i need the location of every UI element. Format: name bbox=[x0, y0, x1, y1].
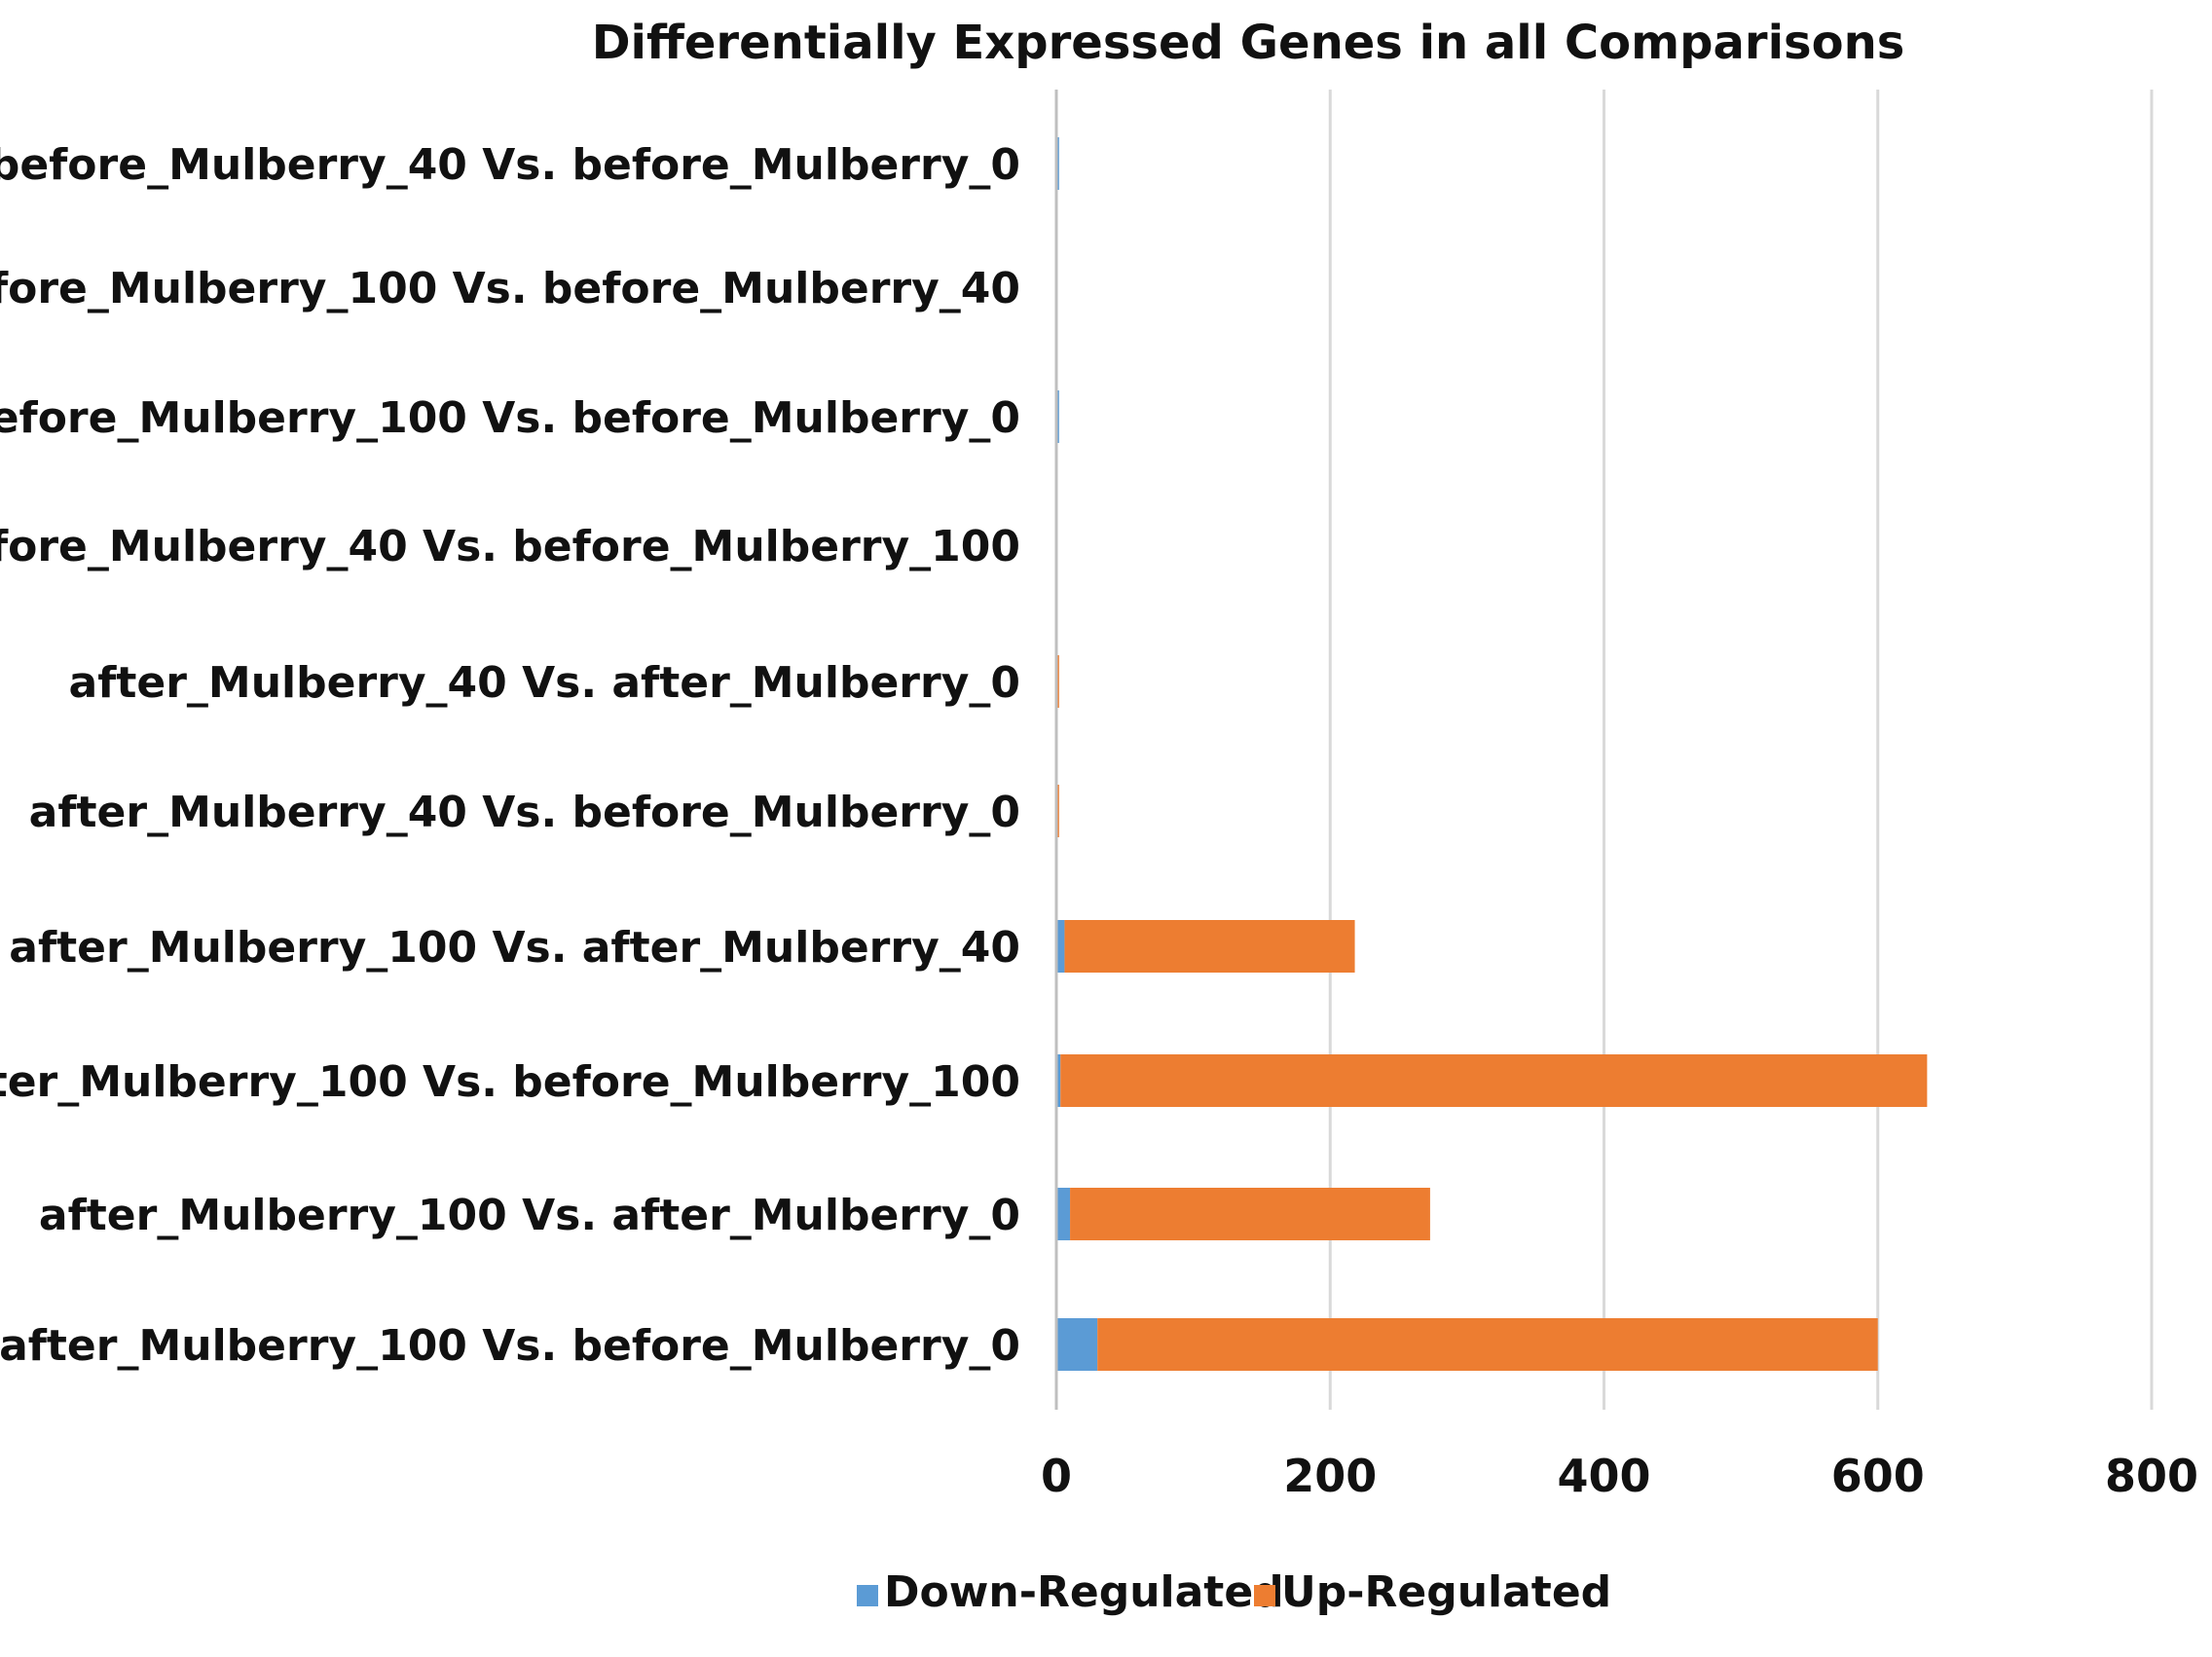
bar-down-regulated bbox=[1056, 1318, 1098, 1371]
category-label: before_Mulberry_40 Vs. before_Mulberry_1… bbox=[0, 522, 1020, 571]
legend-swatch-up-regulated bbox=[1254, 1585, 1275, 1606]
x-tick-label-200: 200 bbox=[1283, 1450, 1377, 1502]
category-labels: before_Mulberry_40 Vs. before_Mulberry_0… bbox=[0, 140, 1020, 1371]
bar-up-regulated bbox=[1060, 1054, 1928, 1107]
gridlines bbox=[1328, 90, 2154, 1410]
category-label: after_Mulberry_100 Vs. after_Mulberry_40 bbox=[9, 923, 1020, 973]
category-label: before_Mulberry_40 Vs. before_Mulberry_0 bbox=[0, 140, 1020, 190]
chart-title: Differentially Expressed Genes in all Co… bbox=[592, 16, 1905, 70]
bar-up-regulated bbox=[1070, 1188, 1430, 1240]
x-tick-label-600: 600 bbox=[1831, 1450, 1925, 1502]
bars bbox=[1056, 137, 1928, 1371]
x-tick-label-800: 800 bbox=[2105, 1450, 2198, 1502]
bar-up-regulated bbox=[1097, 1318, 1878, 1371]
bar-up-regulated bbox=[1064, 920, 1355, 973]
legend-label-down-regulated: Down-Regulated bbox=[884, 1567, 1284, 1617]
category-label: after_Mulberry_40 Vs. before_Mulberry_0 bbox=[29, 788, 1020, 837]
bar-down-regulated bbox=[1056, 920, 1065, 973]
x-tick-labels: 0 200 400 600 800 bbox=[1041, 1450, 2198, 1502]
bar-down-regulated bbox=[1056, 1188, 1071, 1240]
category-label: before_Mulberry_100 Vs. before_Mulberry_… bbox=[0, 264, 1020, 313]
x-tick-label-0: 0 bbox=[1041, 1450, 1072, 1502]
legend-label-up-regulated: Up-Regulated bbox=[1281, 1567, 1611, 1617]
category-label: after_Mulberry_40 Vs. after_Mulberry_0 bbox=[69, 658, 1020, 708]
category-label: after_Mulberry_100 Vs. before_Mulberry_0 bbox=[0, 1321, 1020, 1371]
bar-down-regulated bbox=[1056, 1054, 1061, 1107]
category-label: after_Mulberry_100 Vs. after_Mulberry_0 bbox=[39, 1191, 1020, 1240]
legend-swatch-down-regulated bbox=[857, 1585, 878, 1606]
x-tick-label-400: 400 bbox=[1557, 1450, 1650, 1502]
category-label: after_Mulberry_100 Vs. before_Mulberry_1… bbox=[0, 1057, 1020, 1107]
category-label: before_Mulberry_100 Vs. before_Mulberry_… bbox=[0, 393, 1020, 443]
